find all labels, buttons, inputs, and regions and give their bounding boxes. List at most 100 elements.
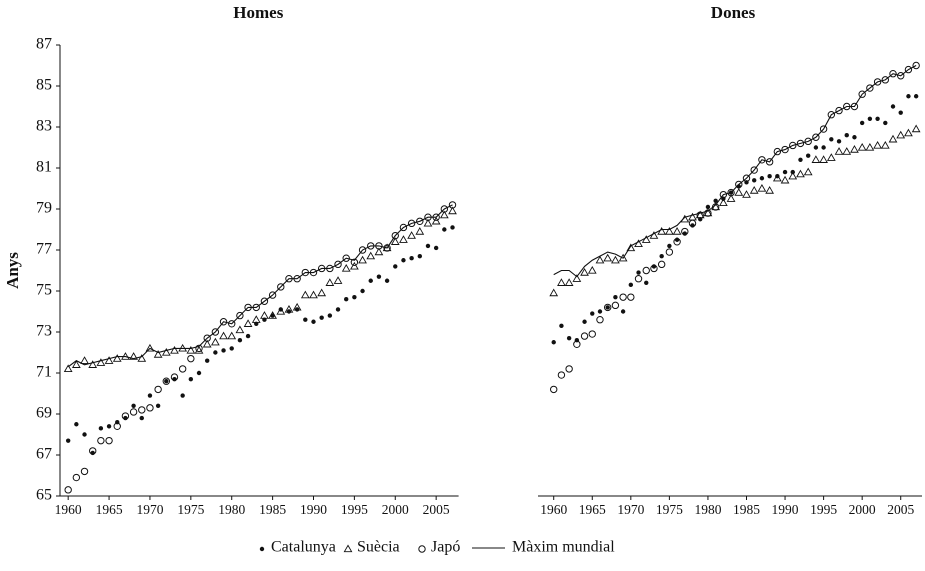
triangle-marker (243, 319, 253, 327)
dot-marker (409, 256, 414, 261)
triangle-marker (703, 208, 713, 217)
circle-marker (334, 260, 342, 269)
circle-marker (97, 436, 105, 445)
triangle-marker (423, 218, 433, 227)
circle-marker (129, 408, 138, 416)
circle-marker (72, 473, 81, 482)
circle-marker (796, 139, 805, 148)
triangle-marker (587, 265, 597, 274)
dot-marker (147, 393, 153, 398)
circle-marker (203, 334, 211, 342)
circle-marker (719, 190, 728, 199)
triangle-marker (63, 364, 73, 373)
dot-marker (782, 169, 788, 175)
x-tick-label: 1975 (177, 502, 204, 517)
dot-marker (344, 297, 349, 302)
dot-marker (433, 245, 439, 251)
triangle-marker (399, 235, 408, 243)
circle-marker (596, 316, 604, 324)
dot-marker (605, 305, 610, 310)
triangle-marker (826, 153, 836, 161)
circle-marker (187, 354, 195, 363)
circle-marker (557, 371, 566, 379)
triangle-marker (333, 276, 343, 284)
dot-marker (613, 294, 618, 300)
circle-marker (399, 223, 408, 232)
dot-marker (450, 225, 455, 230)
circle-marker (650, 264, 658, 273)
series-line (553, 65, 917, 278)
dot-marker (667, 243, 672, 249)
x-tick-label: 1970 (617, 502, 644, 517)
triangle-marker (641, 235, 651, 243)
circle-marker (619, 293, 627, 301)
triangle-marker (657, 227, 667, 235)
dot-marker (805, 153, 811, 158)
circle-marker (642, 266, 650, 275)
circle-marker (727, 188, 735, 197)
circle-marker (765, 158, 774, 166)
triangle-marker (374, 247, 384, 256)
triangle-marker (292, 302, 302, 311)
circle-marker (681, 227, 689, 236)
legend-symbol (343, 544, 353, 553)
circle-marker (889, 70, 897, 78)
triangle-marker (390, 237, 400, 245)
triangle-marker (549, 288, 559, 297)
circle-marker (260, 297, 269, 305)
dot-marker (798, 157, 803, 162)
triangle-marker (358, 255, 367, 264)
dot-marker (294, 307, 300, 312)
triangle-marker (765, 186, 775, 194)
dot-marker (713, 198, 718, 203)
dot-marker (131, 403, 136, 408)
circle-marker (866, 84, 874, 92)
circle-marker (665, 248, 674, 256)
triangle-marker (415, 227, 425, 235)
x-tick-label: 2000 (849, 502, 876, 517)
dot-marker (417, 253, 423, 259)
dot-marker (875, 116, 880, 122)
circle-marker (219, 318, 228, 326)
triangle-marker (194, 345, 204, 354)
x-tick-label: 1970 (136, 502, 163, 517)
triangle-marker (202, 339, 212, 348)
circle-marker (627, 293, 635, 301)
circle-marker (89, 447, 97, 455)
triangle-marker (734, 188, 744, 196)
circle-marker (611, 301, 620, 310)
dot-marker (360, 288, 365, 294)
triangle-marker (742, 190, 751, 198)
dot-marker (401, 258, 406, 263)
circle-marker (858, 90, 866, 98)
triangle-marker (276, 306, 286, 315)
triangle-marker (788, 171, 798, 180)
triangle-marker (210, 337, 220, 346)
circle-marker (634, 275, 643, 283)
dot-marker (829, 137, 834, 142)
triangle-marker (112, 354, 122, 362)
series-line (67, 204, 453, 368)
circle-marker (407, 219, 416, 228)
triangle-marker (71, 360, 81, 368)
circle-marker (162, 377, 171, 385)
triangle-marker (350, 261, 359, 270)
y-tick-label: 71 (36, 364, 52, 381)
circle-marker (750, 166, 758, 174)
x-tick-label: 1990 (772, 502, 799, 517)
circle-marker (416, 217, 424, 226)
dot-marker (906, 94, 911, 99)
dot-marker (620, 309, 626, 314)
dot-marker (368, 278, 373, 283)
triangle-marker (850, 145, 859, 153)
circle-marker (236, 311, 244, 320)
y-tick-label: 77 (36, 241, 52, 258)
circle-marker (113, 422, 121, 430)
circle-marker (881, 76, 889, 84)
triangle-marker (911, 124, 921, 133)
x-tick-label: 1990 (300, 502, 327, 517)
circle-marker (178, 365, 187, 373)
dot-marker (867, 116, 873, 122)
dot-marker (98, 426, 104, 431)
dot-marker (327, 313, 333, 318)
